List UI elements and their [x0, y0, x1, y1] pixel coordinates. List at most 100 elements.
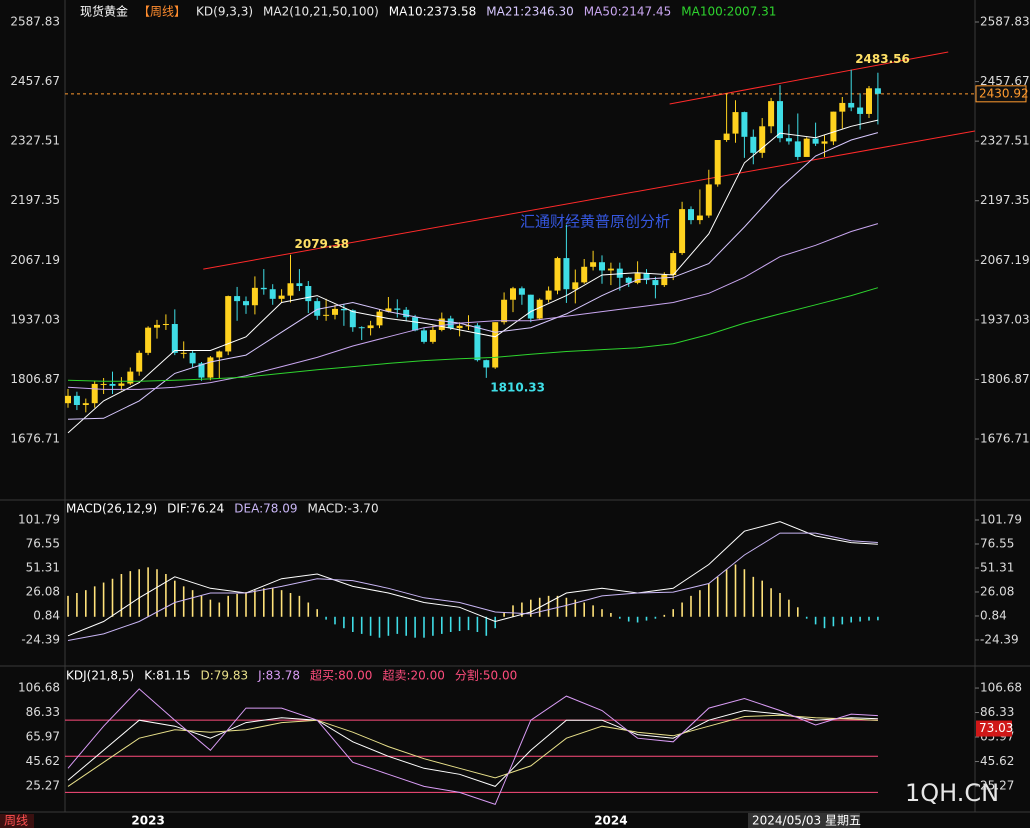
- candle-body: [714, 140, 721, 185]
- candle-body: [848, 102, 855, 108]
- x-tick-label: 2023: [131, 814, 164, 828]
- candle-body: [510, 288, 516, 300]
- cursor-box: [976, 720, 1012, 737]
- y-tick-label: 2327.51: [10, 134, 60, 148]
- y-tick-label: 2327.51: [980, 134, 1030, 148]
- y-tick-label: 106.68: [18, 681, 60, 695]
- candle-body: [857, 107, 864, 114]
- candle-body: [189, 352, 196, 364]
- x-tick-label: 2024: [594, 814, 627, 828]
- candle-body: [91, 383, 98, 404]
- legend-text: MA50:2147.45: [584, 5, 672, 19]
- y-tick-label: 65.97: [26, 730, 60, 744]
- y-tick-label: 86.33: [26, 705, 60, 719]
- candle-body: [394, 308, 401, 310]
- candle-body: [483, 360, 490, 368]
- candle-body: [376, 311, 383, 326]
- candle-body: [794, 141, 801, 157]
- y-tick-label: 1676.71: [10, 432, 60, 446]
- legend-text: MA2(10,21,50,100): [263, 5, 379, 19]
- candle-body: [287, 283, 294, 296]
- trend-line: [669, 51, 949, 105]
- legend-text: MA21:2346.30: [486, 5, 574, 19]
- y-tick-label: 0.84: [980, 608, 1007, 622]
- y-tick-label: 1937.03: [10, 312, 60, 326]
- legend-text: DEA:78.09: [234, 502, 297, 516]
- candle-body: [403, 309, 410, 318]
- candle-body: [830, 111, 837, 142]
- candle-body: [207, 357, 214, 378]
- y-tick-label: 0.84: [33, 608, 60, 622]
- y-tick-label: 101.79: [18, 512, 60, 526]
- price-annotation: 2483.56: [855, 52, 910, 66]
- legend-text: MA10:2373.58: [389, 5, 477, 19]
- y-tick-label: 25.27: [26, 779, 60, 793]
- legend-text: 现货黄金: [80, 4, 128, 19]
- indicator-line: [67, 521, 878, 637]
- crosshair-date: 2024/05/03 星期五: [752, 814, 861, 828]
- candle-body: [412, 317, 419, 331]
- candle-body: [607, 268, 614, 271]
- candle-body: [234, 296, 241, 302]
- legend-text: 超买:80.00: [310, 668, 372, 683]
- candle-body: [421, 330, 427, 342]
- candle-body: [492, 322, 499, 368]
- indicator-line: [67, 119, 879, 434]
- legend-text: KDJ(21,8,5): [66, 669, 134, 683]
- indicator-line: [67, 688, 878, 806]
- price-annotation: 1810.33: [490, 380, 545, 394]
- candle-body: [340, 308, 347, 311]
- legend-text: MACD:-3.70: [308, 502, 379, 516]
- candle-body: [821, 141, 828, 144]
- date-box: [748, 813, 860, 828]
- indicator-line: [67, 287, 879, 382]
- period-label: 周线: [4, 814, 28, 828]
- y-tick-label: 101.79: [980, 512, 1022, 526]
- candle-body: [162, 323, 169, 325]
- candle-body: [634, 273, 641, 283]
- candle-body: [723, 133, 730, 141]
- last-price-label: 2430.92: [979, 86, 1029, 100]
- cursor-value: 73.03: [979, 721, 1013, 735]
- indicator-line: [67, 709, 878, 787]
- candle-body: [759, 126, 766, 153]
- candle-body: [839, 102, 846, 112]
- candle-body: [866, 88, 872, 114]
- candle-body: [260, 287, 267, 290]
- y-tick-label: 2587.83: [10, 15, 60, 29]
- candle-body: [367, 325, 374, 329]
- candle-body: [349, 310, 356, 328]
- y-tick-label: -24.39: [980, 632, 1019, 646]
- candle-body: [73, 395, 80, 406]
- candle-body: [874, 88, 881, 94]
- candle-body: [314, 301, 321, 316]
- candle-body: [82, 403, 89, 406]
- candle-body: [545, 290, 552, 300]
- candle-body: [652, 280, 659, 286]
- y-tick-label: 51.31: [26, 560, 60, 574]
- candle-body: [741, 112, 748, 137]
- y-tick-label: 106.68: [980, 681, 1022, 695]
- legend-text: 分割:50.00: [455, 668, 517, 683]
- candle-body: [198, 363, 205, 378]
- y-tick-label: 45.62: [26, 754, 60, 768]
- y-tick-label: 1937.03: [980, 312, 1030, 326]
- candle-body: [705, 184, 712, 216]
- candle-body: [358, 327, 365, 329]
- y-tick-label: 2197.35: [980, 193, 1030, 207]
- candle-body: [269, 289, 276, 299]
- candle-body: [785, 138, 792, 142]
- candle-body: [65, 395, 71, 404]
- candle-body: [536, 299, 543, 319]
- y-tick-label: 1806.87: [10, 372, 60, 386]
- candle-body: [447, 318, 454, 329]
- y-tick-label: 76.55: [26, 536, 60, 550]
- y-tick-label: 76.55: [980, 536, 1014, 550]
- candle-body: [429, 329, 436, 342]
- y-tick-label: 2587.83: [980, 15, 1030, 29]
- candle-body: [696, 215, 703, 221]
- candle-body: [216, 351, 223, 358]
- y-tick-label: 25.27: [980, 779, 1014, 793]
- candle-body: [305, 286, 312, 302]
